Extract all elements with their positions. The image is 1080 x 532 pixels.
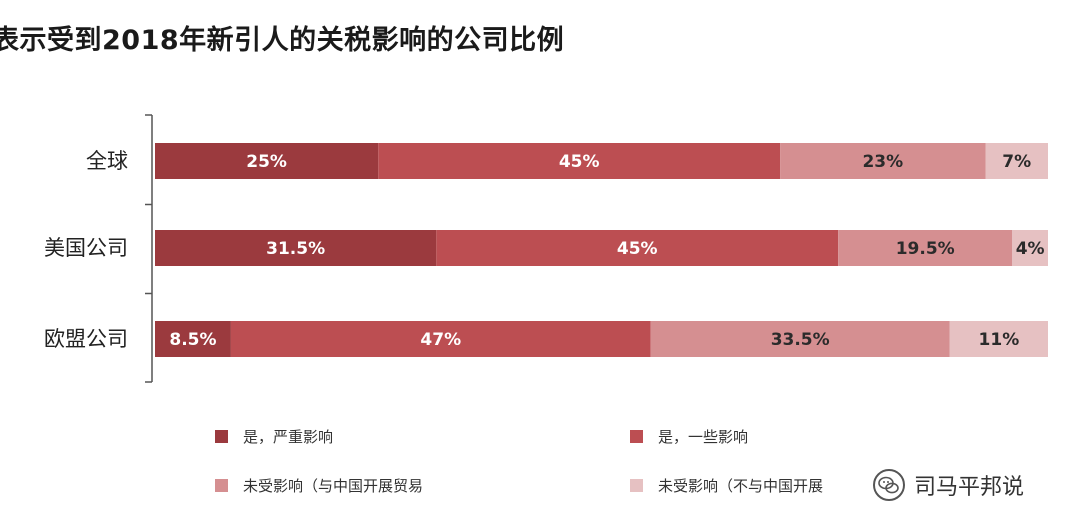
bar-segment [436,230,839,266]
category-label: 全球 [86,149,128,173]
bar-segment [1012,230,1048,266]
legend-item: 是，严重影响 [215,426,333,447]
bar-segment [155,321,231,357]
legend-item: 未受影响（不与中国开展 [630,475,823,496]
data-label: 45% [559,152,600,172]
bar-segment [230,321,651,357]
data-label: 23% [862,152,903,172]
data-label: 8.5% [169,330,216,350]
bar-segment [838,230,1013,266]
category-label: 欧盟公司 [44,327,128,351]
legend-label: 是，严重影响 [243,428,334,446]
bar-segment [650,321,950,357]
data-label: 33.5% [771,330,830,350]
data-label: 19.5% [896,239,955,259]
legend-item: 是，一些影响 [630,426,748,447]
legend-swatch [215,430,228,443]
wechat-icon [873,469,905,501]
legend-swatch [630,430,643,443]
bar-segment [949,321,1048,357]
data-label: 4% [1016,239,1045,259]
legend-label: 未受影响（与中国开展贸易 [243,477,424,495]
data-label: 47% [420,330,461,350]
legend-swatch [215,479,228,492]
bar-segment [378,143,781,179]
legend-swatch [630,479,643,492]
bar-segment [155,230,437,266]
bar-segment [780,143,986,179]
watermark-text: 司马平邦说 [914,475,1025,500]
bar-segment [985,143,1048,179]
legend-item: 未受影响（与中国开展贸易 [215,475,423,496]
bar-segment [155,143,379,179]
chart-title: 表示受到2018年新引人的关税影响的公司比例 [0,25,565,56]
data-label: 11% [979,330,1020,350]
stacked-bar-chart: 全球 25% 45% 23% 7% 美国公司 31.5% 45% 19.5% 4% 欧盟公司 8.5%… [44,114,1048,383]
data-label: 7% [1002,152,1031,172]
data-label: 31.5% [266,239,325,259]
legend-label: 是，一些影响 [658,428,749,446]
category-label: 美国公司 [44,236,128,260]
watermark: 司马平邦说 [868,466,1033,504]
data-label: 25% [246,152,287,172]
data-label: 45% [617,239,658,259]
legend-label: 未受影响（不与中国开展 [658,477,824,495]
